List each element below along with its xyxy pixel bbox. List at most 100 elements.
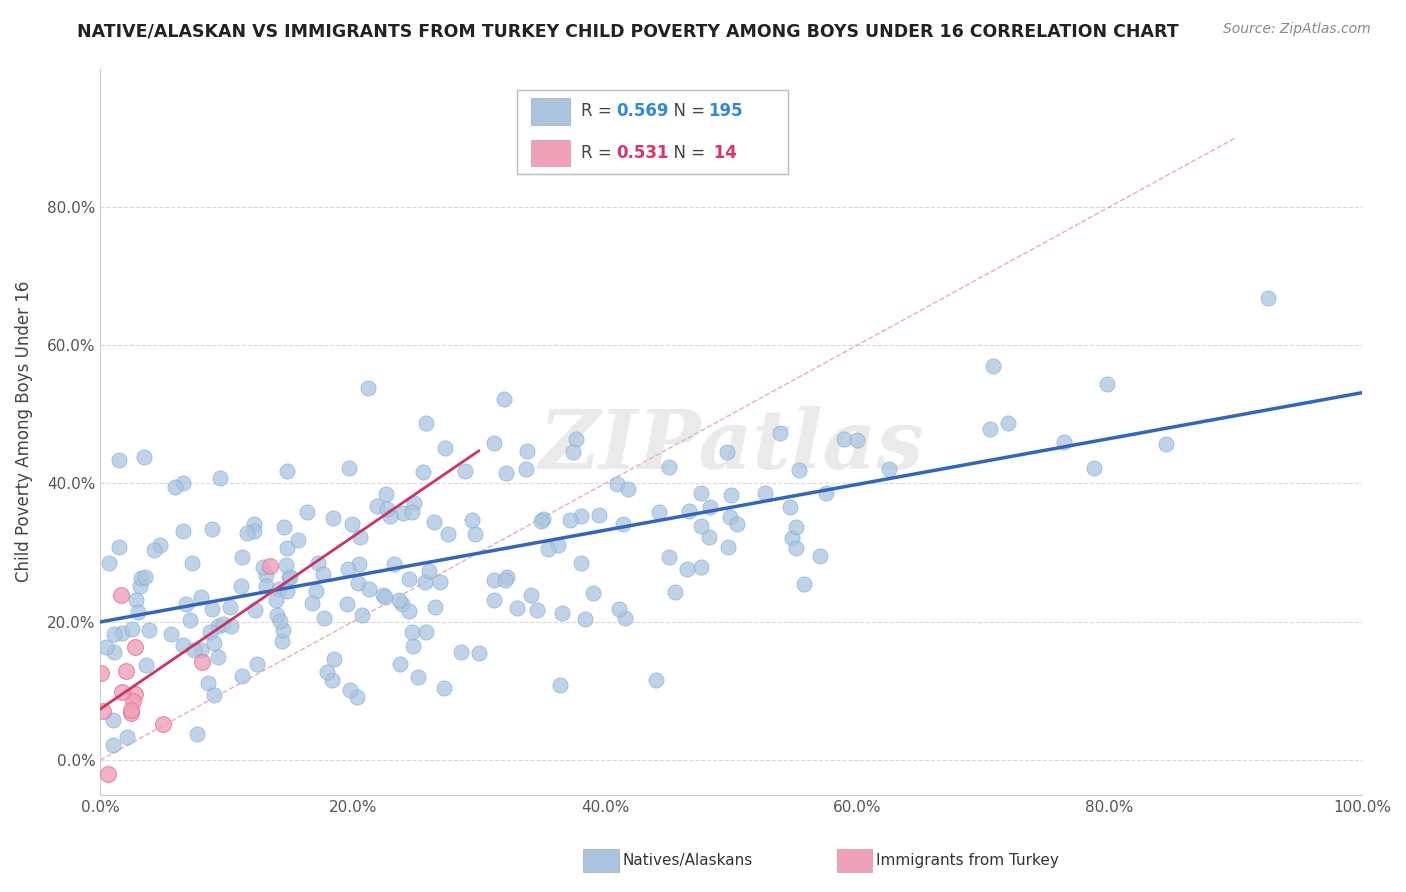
Point bbox=[562, 445, 585, 459]
Point bbox=[163, 480, 186, 494]
Point bbox=[548, 678, 571, 692]
Point bbox=[389, 657, 412, 671]
Point bbox=[264, 593, 287, 607]
Point bbox=[198, 624, 221, 639]
Point bbox=[375, 487, 398, 501]
Point bbox=[536, 541, 558, 556]
Point bbox=[467, 646, 489, 660]
Point bbox=[339, 682, 361, 697]
Point bbox=[219, 618, 242, 632]
Point bbox=[94, 640, 117, 654]
Point bbox=[1083, 461, 1105, 475]
Point bbox=[108, 540, 131, 554]
Point bbox=[404, 496, 426, 510]
Point bbox=[689, 486, 711, 500]
Point bbox=[115, 730, 138, 744]
Point bbox=[644, 673, 666, 687]
Point bbox=[197, 676, 219, 690]
Point bbox=[314, 611, 336, 625]
Text: R =: R = bbox=[581, 144, 617, 162]
Point bbox=[231, 668, 253, 682]
Point bbox=[337, 460, 360, 475]
Point bbox=[246, 657, 269, 671]
Point bbox=[120, 706, 142, 720]
Point bbox=[322, 511, 344, 525]
Point bbox=[495, 570, 517, 584]
Point bbox=[664, 585, 686, 599]
Point bbox=[181, 556, 204, 570]
Point bbox=[1053, 434, 1076, 449]
Point bbox=[121, 622, 143, 636]
Point bbox=[366, 500, 388, 514]
Text: N =: N = bbox=[662, 103, 710, 120]
Point bbox=[278, 569, 301, 583]
Point bbox=[402, 639, 425, 653]
Point bbox=[391, 506, 413, 520]
Point bbox=[388, 592, 411, 607]
Point bbox=[91, 704, 114, 718]
Point bbox=[717, 540, 740, 554]
Point bbox=[716, 445, 738, 459]
Point bbox=[846, 433, 869, 447]
Point bbox=[243, 603, 266, 617]
Point bbox=[780, 531, 803, 545]
Point bbox=[135, 658, 157, 673]
Point bbox=[201, 522, 224, 536]
Point bbox=[676, 562, 699, 576]
Point bbox=[380, 509, 402, 524]
Point bbox=[129, 571, 152, 585]
Point bbox=[108, 453, 131, 467]
Point bbox=[588, 508, 610, 523]
Point bbox=[287, 533, 309, 547]
Point bbox=[90, 665, 112, 680]
Point bbox=[252, 560, 274, 574]
Point bbox=[391, 598, 413, 612]
Point bbox=[160, 627, 183, 641]
Point bbox=[877, 462, 900, 476]
Point bbox=[720, 488, 742, 502]
Point bbox=[433, 681, 456, 695]
Point bbox=[149, 538, 172, 552]
Point bbox=[172, 476, 194, 491]
Point bbox=[174, 597, 197, 611]
Point bbox=[495, 466, 517, 480]
Point bbox=[785, 541, 807, 555]
Point bbox=[347, 575, 370, 590]
Point bbox=[437, 527, 460, 541]
Text: ZIPatlas: ZIPatlas bbox=[538, 406, 924, 486]
Point bbox=[305, 583, 328, 598]
Point bbox=[450, 645, 472, 659]
Point bbox=[273, 520, 295, 534]
Point bbox=[582, 586, 605, 600]
Point bbox=[423, 599, 446, 614]
Point bbox=[110, 588, 132, 602]
Point bbox=[793, 577, 815, 591]
Point bbox=[350, 608, 373, 623]
Point bbox=[207, 619, 229, 633]
Point bbox=[271, 624, 294, 638]
Point bbox=[207, 649, 229, 664]
Point bbox=[259, 558, 281, 573]
Point bbox=[266, 608, 288, 623]
Y-axis label: Child Poverty Among Boys Under 16: Child Poverty Among Boys Under 16 bbox=[15, 281, 32, 582]
Point bbox=[190, 590, 212, 604]
Point bbox=[415, 416, 437, 430]
Point bbox=[295, 505, 318, 519]
Point bbox=[172, 639, 194, 653]
Point bbox=[346, 690, 368, 705]
Point bbox=[243, 524, 266, 538]
Point bbox=[754, 485, 776, 500]
Point bbox=[103, 713, 125, 727]
Point bbox=[209, 471, 232, 485]
Point bbox=[356, 380, 378, 394]
Text: Natives/Alaskans: Natives/Alaskans bbox=[623, 854, 754, 868]
Point bbox=[374, 590, 396, 604]
Point bbox=[699, 500, 721, 514]
Point bbox=[699, 530, 721, 544]
Point bbox=[219, 599, 242, 614]
Text: N =: N = bbox=[662, 144, 710, 162]
Point bbox=[612, 517, 634, 532]
Point bbox=[98, 556, 121, 570]
Point bbox=[127, 605, 149, 619]
Point bbox=[423, 516, 446, 530]
